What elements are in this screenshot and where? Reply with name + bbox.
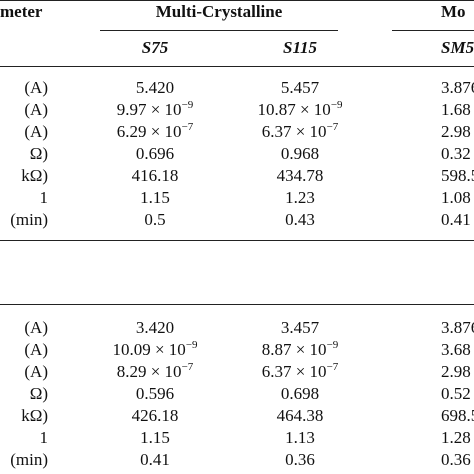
- cell-exponent: −9: [181, 99, 194, 111]
- cell-base: 10.09 × 10: [112, 340, 186, 359]
- table-cell: 1.13: [285, 428, 315, 447]
- table-cell: 10.87 × 10−9: [257, 100, 342, 120]
- column-header: SM55: [441, 38, 474, 57]
- row-label: 1: [39, 428, 49, 447]
- table-cell: 1.15: [140, 188, 170, 207]
- table-cell: 6.29 × 10−7: [117, 122, 194, 142]
- table-cell: 1.15: [140, 428, 170, 447]
- table-cell: 5.457: [280, 78, 320, 97]
- rule: [392, 30, 474, 31]
- table-cell: 1.28: [441, 428, 471, 447]
- table-cell: 6.37 × 10−7: [262, 362, 339, 382]
- table-cell: 0.41: [441, 210, 471, 229]
- table-cell: 0.698: [280, 384, 320, 403]
- cell-base: 6.29 × 10: [116, 122, 182, 141]
- table-cell: 0.596: [135, 384, 175, 403]
- row-label: (A): [24, 362, 48, 381]
- table-cell: 698.58: [441, 406, 474, 425]
- table-cell: 3.457: [280, 318, 320, 337]
- cell-base: 8.87 × 10: [261, 340, 327, 359]
- table-cell: 0.5: [144, 210, 166, 229]
- table-cell: 598.58: [441, 166, 474, 185]
- row-label: (A): [24, 340, 48, 359]
- table-cell: 1.23: [285, 188, 315, 207]
- table-cell: 3.420: [135, 318, 175, 337]
- table-cell: 10.09 × 10−9: [112, 340, 197, 360]
- table-cell: 0.36: [285, 450, 315, 469]
- row-label: (A): [24, 318, 48, 337]
- rule: [0, 240, 474, 241]
- cell-base: 6.37 × 10: [261, 122, 327, 141]
- table-cell: 0.696: [135, 144, 175, 163]
- cell-exponent: −9: [330, 99, 343, 111]
- cell-base: 6.37 × 10: [261, 362, 327, 381]
- table-cell: 0.41: [140, 450, 170, 469]
- header-group: Mo: [441, 2, 466, 21]
- row-label: (A): [24, 78, 48, 97]
- cell-exponent: −9: [185, 339, 198, 351]
- table-cell: 3.876: [441, 78, 474, 97]
- rule: [0, 0, 474, 1]
- table-cell: 1.08: [441, 188, 471, 207]
- rule: [0, 304, 474, 305]
- table-cell: 1.68 ×: [441, 100, 474, 119]
- cell-base: 9.97 × 10: [116, 100, 182, 119]
- cell-exponent: −9: [326, 339, 339, 351]
- row-label: (min): [10, 450, 48, 469]
- table-cell: 0.968: [280, 144, 320, 163]
- rule: [0, 66, 474, 67]
- cell-exponent: −7: [326, 361, 339, 373]
- table-cell: 2.98 ×: [441, 362, 474, 381]
- row-label: Ω): [29, 144, 48, 163]
- row-label: (A): [24, 122, 48, 141]
- row-label: 1: [39, 188, 49, 207]
- table-cell: 0.32: [441, 144, 471, 163]
- cell-exponent: −7: [181, 361, 194, 373]
- row-label: (A): [24, 100, 48, 119]
- row-label: kΩ): [21, 406, 48, 425]
- table-cell: 2.98 ×: [441, 122, 474, 141]
- cell-base: 10.87 × 10: [257, 100, 331, 119]
- cell-base: 8.29 × 10: [116, 362, 182, 381]
- table-cell: 0.36: [441, 450, 471, 469]
- row-label: (min): [10, 210, 48, 229]
- table-cell: 3.876: [441, 318, 474, 337]
- header-group: Multi-Crystalline: [155, 2, 283, 21]
- table-cell: 3.68 ×: [441, 340, 474, 359]
- row-label: kΩ): [21, 166, 48, 185]
- table-cell: 0.52: [441, 384, 471, 403]
- cell-exponent: −7: [181, 121, 194, 133]
- row-label: Ω): [29, 384, 48, 403]
- table-cell: 434.78: [276, 166, 324, 185]
- table-cell: 464.38: [276, 406, 324, 425]
- table-cell: 9.97 × 10−9: [117, 100, 194, 120]
- table-cell: 0.43: [285, 210, 315, 229]
- table-cell: 416.18: [131, 166, 179, 185]
- table-cell: 6.37 × 10−7: [262, 122, 339, 142]
- header-param: meter: [0, 2, 43, 21]
- column-header: S75: [141, 38, 169, 57]
- table-cell: 8.29 × 10−7: [117, 362, 194, 382]
- table-cell: 426.18: [131, 406, 179, 425]
- column-header: S115: [282, 38, 318, 57]
- table-cell: 8.87 × 10−9: [262, 340, 339, 360]
- rule: [100, 30, 338, 31]
- table-cell: 5.420: [135, 78, 175, 97]
- cell-exponent: −7: [326, 121, 339, 133]
